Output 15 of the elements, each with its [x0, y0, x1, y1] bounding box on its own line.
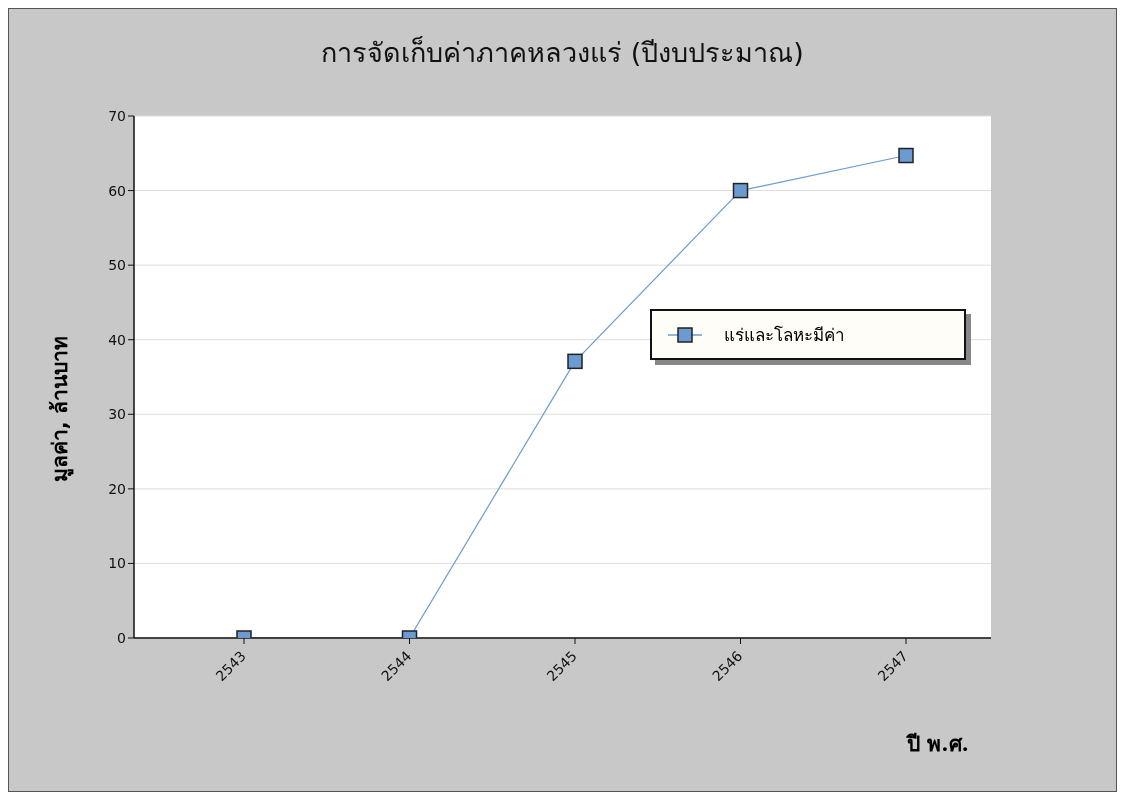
point: [567, 353, 583, 370]
y-tick-label: 40: [108, 331, 126, 348]
y-tick-label: 30: [108, 406, 126, 423]
y-tick-label: 60: [108, 182, 126, 199]
y-axis-title: มูลค่า, ล้านบาท: [46, 335, 75, 483]
point: [732, 182, 749, 199]
legend-label: แร่และโลหะมีค่า: [724, 324, 845, 347]
y-tick-label: 0: [117, 629, 126, 646]
point: [898, 147, 914, 164]
y-tick-label: 70: [108, 107, 126, 124]
x-axis-title: ปี พ.ศ.: [907, 730, 969, 758]
y-tick-label: 50: [108, 257, 126, 274]
chart-title: การจัดเก็บค่าภาคหลวงแร่ (ปีงบประมาณ): [320, 35, 805, 70]
y-tick-label: 10: [108, 555, 126, 572]
y-tick-label: 20: [108, 480, 126, 497]
